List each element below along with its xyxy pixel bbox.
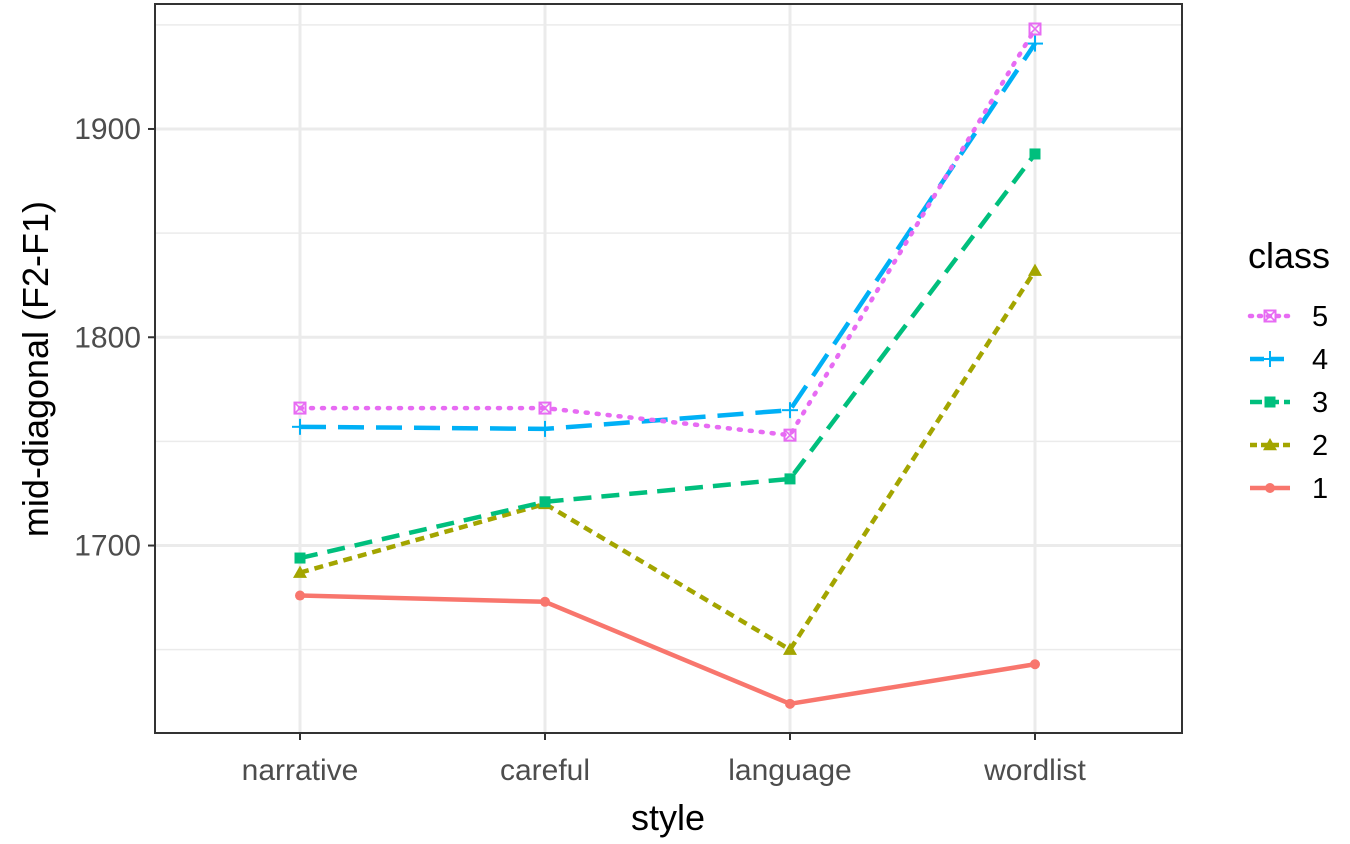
- x-tick-label: narrative: [242, 754, 359, 787]
- legend-item-4: 4: [1250, 344, 1328, 376]
- data-point: [1028, 22, 1042, 36]
- legend-item-3: 3: [1250, 387, 1328, 419]
- legend-title: class: [1248, 235, 1330, 276]
- data-point: [538, 401, 552, 415]
- legend-item-2: 2: [1250, 430, 1328, 462]
- data-point: [540, 596, 550, 607]
- data-point: [785, 698, 795, 709]
- square-x-diag: [1263, 309, 1277, 323]
- legend: class 5 4 3 2 1: [1247, 235, 1330, 505]
- legend-label: 4: [1312, 344, 1328, 376]
- data-point: [294, 552, 306, 564]
- x-tick-label: language: [728, 754, 851, 787]
- series-3: [294, 148, 1041, 564]
- square-x-box: [293, 401, 307, 415]
- data-point: [1028, 263, 1042, 276]
- legend-key-marker: [1264, 396, 1276, 408]
- x-tick-label: wordlist: [983, 754, 1086, 787]
- data-point: [1027, 35, 1043, 52]
- square-x-diag: [783, 429, 797, 442]
- y-tick-label: 1900: [74, 113, 141, 146]
- data-point: [783, 642, 797, 655]
- y-tick-label: 1800: [74, 321, 141, 354]
- y-axis-title: mid-diagonal (F2-F1): [15, 201, 56, 537]
- series-line-3: [299, 152, 1037, 561]
- data-point: [782, 402, 798, 419]
- data-point: [783, 428, 797, 442]
- legend-item-5: 5: [1247, 301, 1328, 333]
- legend-item-1: 1: [1250, 473, 1328, 505]
- square-x-box: [783, 428, 797, 442]
- series-1: [295, 590, 1040, 709]
- legend-label: 3: [1312, 387, 1328, 419]
- legend-label: 1: [1312, 473, 1328, 505]
- data-point: [292, 418, 308, 435]
- legend-key-marker: [1263, 438, 1277, 451]
- series-line-4: [299, 42, 1037, 432]
- data-point: [295, 590, 305, 601]
- data-point: [293, 401, 307, 415]
- series-line-5: [297, 26, 1038, 438]
- square-x-diag: [1028, 22, 1042, 36]
- series-5: [293, 22, 1042, 442]
- legend-key-marker: [1265, 483, 1275, 493]
- legend-label: 5: [1312, 301, 1328, 333]
- legend-key-marker: [1262, 351, 1278, 367]
- data-point: [539, 496, 551, 508]
- axes: 1700 1800 1900 narrative careful language word…: [74, 113, 1086, 787]
- x-axis-title: style: [631, 797, 705, 838]
- y-tick-label: 1700: [74, 530, 141, 563]
- data-point: [1029, 148, 1041, 160]
- square-x-box: [1028, 22, 1042, 36]
- legend-label: 2: [1312, 430, 1328, 462]
- square-x-diag: [538, 402, 552, 415]
- series-line-1: [299, 593, 1036, 707]
- x-tick-label: careful: [500, 754, 590, 787]
- series-4: [292, 35, 1043, 437]
- data-point: [537, 420, 553, 437]
- square-x-diag: [293, 402, 307, 415]
- data-point: [784, 473, 796, 485]
- data-point: [1030, 659, 1040, 670]
- series-line-2: [299, 269, 1037, 652]
- series-layer: [292, 22, 1043, 709]
- square-x-box: [1263, 309, 1277, 323]
- grid-lines: [155, 4, 1182, 733]
- plot-panel-border: [154, 3, 1183, 734]
- square-x-box: [538, 401, 552, 415]
- legend-key-marker: [1263, 309, 1277, 323]
- data-point: [293, 565, 307, 578]
